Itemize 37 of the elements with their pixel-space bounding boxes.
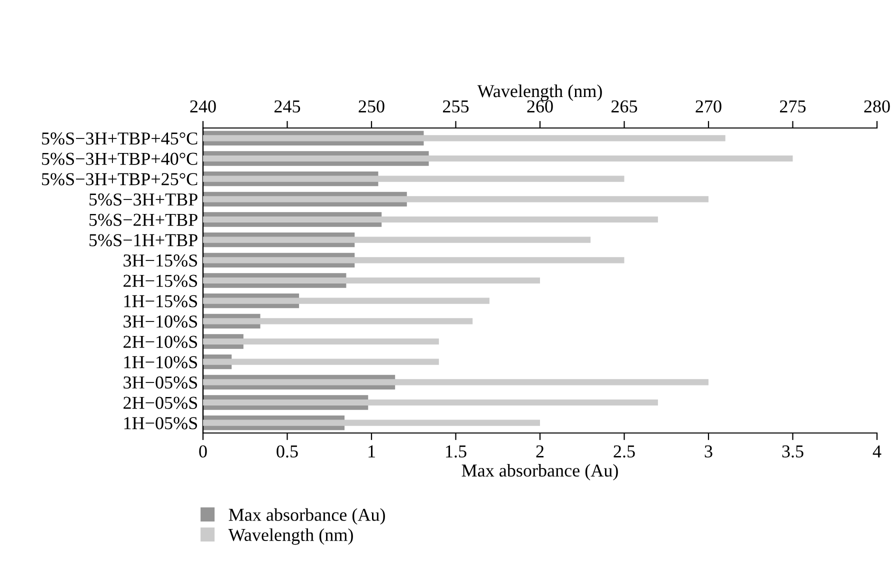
y-tick-label: 1H−05%S bbox=[124, 417, 198, 430]
y-tick-label: 3H−05%S bbox=[124, 376, 198, 389]
x-tick-label: 2.5 bbox=[614, 445, 635, 458]
x-tick-label: 0 bbox=[199, 445, 207, 458]
x-tick-label: 4 bbox=[872, 445, 882, 458]
x2-tick-label: 245 bbox=[274, 100, 300, 113]
x-tick-label: 0.5 bbox=[276, 445, 298, 458]
y-tick-label: 5%S−3H+TBP+40°C bbox=[42, 152, 198, 165]
x2-tick-label: 265 bbox=[612, 100, 638, 113]
x2-tick-label: 240 bbox=[190, 100, 216, 113]
legend-label: Wavelength (nm) bbox=[228, 528, 353, 545]
x-tick-label: 2 bbox=[536, 445, 544, 458]
y-tick-label: 5%S−3H+TBP+45°C bbox=[42, 132, 198, 145]
y-tick-label: 1H−15%S bbox=[124, 295, 198, 308]
y-tick-label: 5%S−3H+TBP bbox=[90, 193, 198, 206]
y-tick-label: 5%S−3H+TBP+25°C bbox=[42, 173, 198, 186]
y-tick-label: 2H−10%S bbox=[124, 336, 198, 348]
x2-axis-title: Wavelength (nm) bbox=[477, 84, 602, 101]
y-tick-label: 2H−15%S bbox=[124, 274, 198, 287]
y-tick-label: 3H−10%S bbox=[124, 315, 198, 328]
x2-tick-label: 260 bbox=[527, 100, 553, 113]
x-tick-label: 3.5 bbox=[782, 445, 804, 458]
x-tick-label: 1.5 bbox=[446, 445, 466, 458]
x-tick-label: 1 bbox=[368, 445, 375, 458]
y-tick-label: 5%S−2H+TBP bbox=[90, 214, 198, 226]
x2-tick-label: 270 bbox=[696, 100, 722, 113]
y-tick-label: 3H−15%S bbox=[124, 254, 198, 267]
x2-tick-label: 255 bbox=[443, 100, 469, 113]
x2-tick-label: 250 bbox=[358, 100, 384, 113]
x2-tick-label: 280 bbox=[864, 100, 890, 113]
y-tick-label: 2H−05%S bbox=[124, 396, 198, 409]
y-tick-label: 5%S−1H+TBP bbox=[90, 234, 198, 246]
x2-tick-label: 275 bbox=[780, 100, 806, 113]
x-axis-title: Max absorbance (Au) bbox=[462, 464, 618, 480]
legend-label: Max absorbance (Au) bbox=[228, 508, 385, 525]
x-tick-label: 3 bbox=[704, 445, 712, 458]
y-tick-label: 1H−10%S bbox=[124, 356, 198, 368]
